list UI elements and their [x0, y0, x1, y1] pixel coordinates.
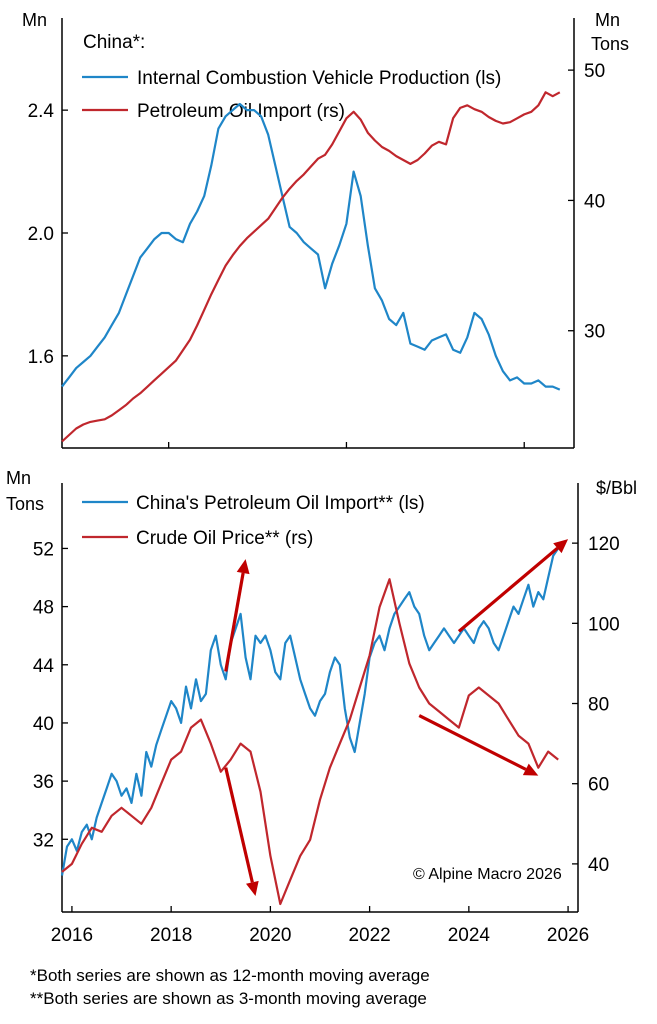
right-unit-label-line2: Tons	[591, 34, 629, 54]
left-unit-label-line1: Mn	[6, 468, 31, 488]
legend-label-oil-import: China's Petroleum Oil Import** (ls)	[136, 493, 425, 514]
footnote-12-month: *Both series are shown as 12-month movin…	[30, 966, 430, 985]
tick-labels: 1.62.02.4304050201520202025	[28, 61, 606, 368]
footnotes: *Both series are shown as 12-month movin…	[30, 964, 430, 1010]
right-tick-label: 50	[584, 61, 605, 82]
legend-label-ice-production: Internal Combustion Vehicle Production (…	[137, 68, 501, 89]
left-tick-label: 48	[33, 598, 54, 619]
legend-label-oil-import: Petroleum Oil Import (rs)	[137, 101, 345, 122]
right-tick-label: 30	[584, 322, 605, 343]
trend-arrow	[224, 767, 259, 896]
series-line-rs	[61, 91, 561, 443]
tick-labels: 32 36 40 44 48 52 40 60 80 100 120 2016 2018 2020 2022…	[33, 534, 620, 946]
chart-axes	[61, 483, 579, 913]
x-tick-label: 2022	[348, 925, 390, 946]
x-tick-label: 2016	[51, 925, 93, 946]
chart-axes	[61, 18, 575, 449]
copyright-text: © Alpine Macro 2026	[413, 866, 562, 883]
legend-box: China*: Internal Combustion Vehicle Prod…	[82, 32, 501, 122]
left-tick-label: 2.4	[28, 101, 55, 122]
left-tick-label: 40	[33, 714, 54, 735]
left-tick-label: 36	[33, 772, 54, 793]
series-line-ls	[60, 547, 560, 876]
right-tick-label: 80	[588, 695, 609, 716]
legend-title: China*:	[83, 32, 145, 53]
right-unit-label-line1: Mn	[595, 10, 620, 30]
legend-box: China's Petroleum Oil Import** (ls) Crud…	[82, 493, 425, 549]
left-tick-label: 52	[33, 539, 54, 560]
series-line-rs	[61, 578, 559, 906]
left-tick-label: 32	[33, 830, 54, 851]
left-tick-label: 2.0	[28, 224, 54, 245]
series-lines	[61, 91, 561, 443]
trend-arrow	[457, 539, 569, 633]
right-tick-label: 60	[588, 775, 609, 796]
x-tick-label: 2018	[150, 925, 192, 946]
left-tick-label: 44	[33, 656, 55, 677]
right-tick-label: 40	[588, 855, 609, 876]
left-unit-label: Mn	[22, 10, 47, 30]
series-lines	[60, 547, 560, 906]
series-line-ls	[61, 102, 561, 391]
left-unit-label-line2: Tons	[6, 494, 44, 514]
right-tick-label: 40	[584, 191, 605, 212]
trend-arrows	[224, 539, 569, 896]
trend-arrow	[224, 559, 250, 672]
right-tick-label: 100	[588, 614, 620, 635]
footnote-3-month: **Both series are shown as 3-month movin…	[30, 989, 427, 1008]
oil-import-crude-price-chart: Mn Tons $/Bbl China's Petroleum Oil Impo…	[6, 468, 637, 946]
x-tick-label: 2024	[448, 925, 491, 946]
trend-arrow	[418, 714, 539, 776]
right-tick-label: 120	[588, 534, 620, 555]
right-unit-label: $/Bbl	[596, 478, 637, 498]
x-tick-label: 2026	[547, 925, 589, 946]
vehicle-oil-import-chart: Mn Mn Tons China*: Internal Combustion V…	[22, 10, 629, 449]
legend-label-crude-price: Crude Oil Price** (rs)	[136, 528, 313, 549]
x-tick-label: 2020	[249, 925, 291, 946]
left-tick-label: 1.6	[28, 347, 54, 368]
